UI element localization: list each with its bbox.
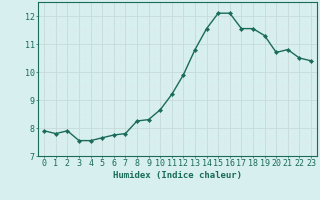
X-axis label: Humidex (Indice chaleur): Humidex (Indice chaleur) xyxy=(113,171,242,180)
